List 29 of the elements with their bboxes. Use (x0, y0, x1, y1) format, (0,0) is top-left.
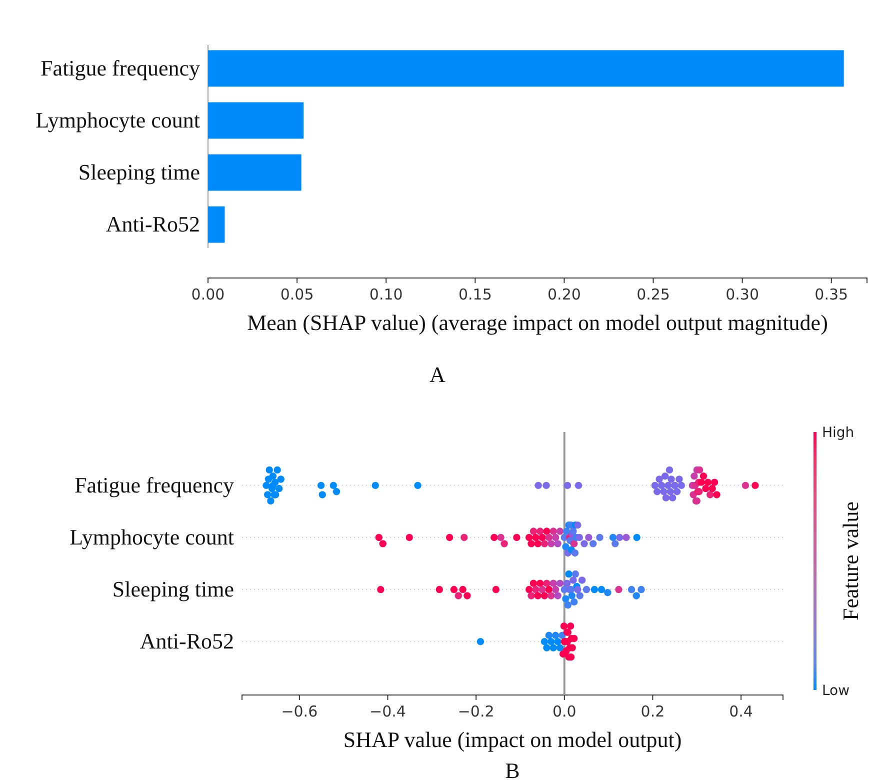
text: B (505, 758, 520, 782)
y-tick-label: Fatigue frequency (74, 472, 234, 498)
color-bar-title: Feature value (838, 501, 863, 621)
y-tick-label: Lymphocyte count (70, 524, 234, 550)
x-tick-label: 0.25 (636, 286, 670, 304)
x-tick-label: 0.2 (640, 702, 665, 720)
y-tick-label: Fatigue frequency (40, 55, 200, 80)
x-axis-title: Mean (SHAP value) (average impact on model output magnitude) (247, 310, 828, 335)
y-tick-label: Sleeping time (78, 160, 200, 185)
y-tick-label: Lymphocyte count (36, 108, 200, 133)
text: Low (822, 682, 850, 699)
y-tick-label: Anti-Ro52 (106, 212, 200, 237)
x-tick-label: 0.00 (191, 286, 225, 304)
x-tick-label: −0.2 (458, 702, 494, 720)
x-tick-label: 0.4 (729, 702, 753, 720)
x-tick-label: 0.20 (548, 286, 581, 304)
text: High (822, 424, 854, 441)
x-tick-label: −0.4 (370, 702, 406, 720)
x-tick-label: 0.35 (814, 286, 848, 304)
x-tick-label: 0.15 (458, 286, 492, 304)
text: A (430, 362, 446, 387)
y-tick-label: Anti-Ro52 (140, 628, 234, 654)
y-tick-label: Sleeping time (112, 576, 234, 602)
x-tick-label: 0.0 (552, 702, 576, 720)
x-tick-label: 0.30 (726, 286, 760, 304)
x-tick-label: 0.05 (280, 286, 314, 304)
x-axis-title: SHAP value (impact on model output) (343, 727, 682, 752)
x-tick-label: 0.10 (369, 286, 403, 304)
x-tick-label: −0.6 (281, 702, 318, 720)
